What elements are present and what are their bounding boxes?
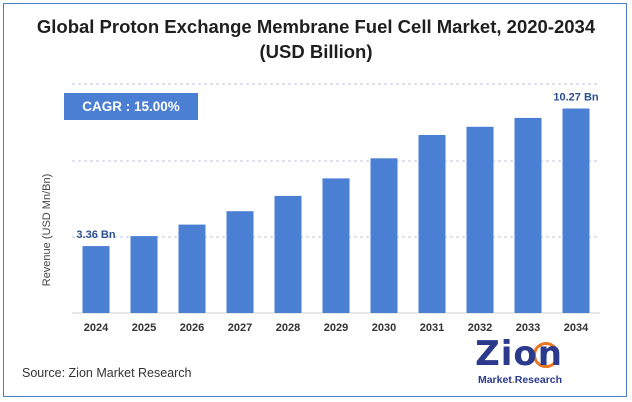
x-tick-2030: 2030 [372,322,396,334]
x-tick-2032: 2032 [468,322,492,334]
x-tick-2033: 2033 [516,322,540,334]
x-tick-2034: 2034 [564,322,589,334]
data-label-2024: 3.36 Bn [76,229,115,241]
chart-title-line-2: (USD Billion) [259,41,373,62]
x-tick-2027: 2027 [228,322,252,334]
chart-title-line-1: Global Proton Exchange Membrane Fuel Cel… [36,16,596,37]
source-note: Source: Zion Market Research [22,366,192,380]
bar-2028 [274,195,302,313]
chart-title: Global Proton Exchange Membrane Fuel Cel… [0,14,632,64]
logo-word: Zion [475,334,563,374]
x-tick-2024: 2024 [84,322,109,334]
x-tick-2028: 2028 [276,322,300,334]
bar-2033 [514,117,542,314]
cagr-badge: CAGR : 15.00% [64,93,198,120]
bar-2031 [418,135,446,313]
x-tick-2026: 2026 [180,322,204,334]
bar-2034 [562,108,590,313]
bar-2032 [466,126,494,313]
x-tick-labels: 2024 2025 2026 2027 2028 2029 2030 2031 2032 2033… [84,322,589,334]
logo-sub-market: Market [477,374,512,386]
bars [82,108,590,314]
zion-logo: Zion Market.Research [455,334,583,392]
bar-2029 [322,178,350,313]
data-labels: 3.36 Bn 10.27 Bn [76,92,598,242]
bar-2025 [130,236,158,313]
logo-sub-research: Research [514,374,563,386]
bar-2024 [82,246,110,313]
x-tick-2029: 2029 [324,322,348,334]
data-label-2034: 10.27 Bn [553,92,599,104]
logo-sub-dot: . [511,374,515,386]
bar-2030 [370,158,398,313]
logo-ring-icon [533,342,559,368]
x-tick-2031: 2031 [420,322,444,334]
x-tick-2025: 2025 [132,322,156,334]
bar-2027 [226,211,254,313]
bar-2026 [178,224,206,313]
logo-subtitle: Market.Research [461,373,579,387]
y-axis-label: Revenue (USD Mn/Bn) [41,174,53,287]
